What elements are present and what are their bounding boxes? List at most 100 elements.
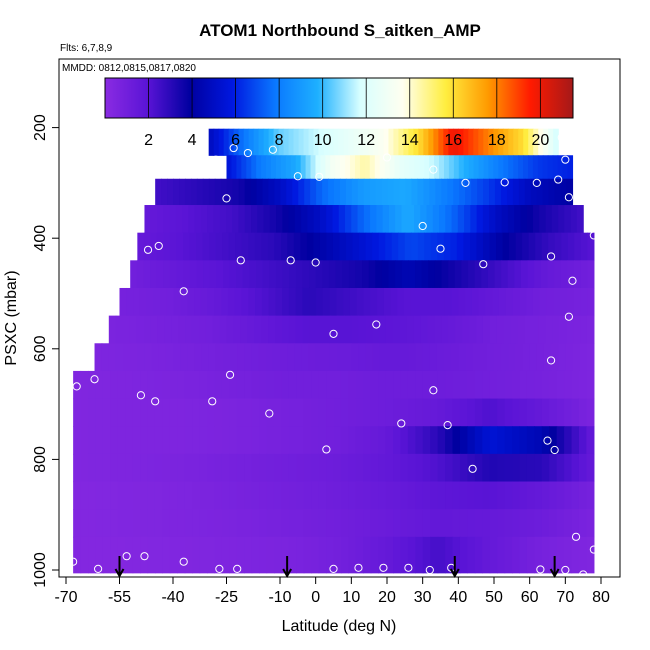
heatmap-cell <box>467 398 476 427</box>
heatmap-cell <box>147 426 156 455</box>
sample-point <box>293 172 302 181</box>
heatmap-cell <box>275 155 282 180</box>
heatmap-cell <box>117 398 126 427</box>
heatmap-cell <box>404 232 412 261</box>
heatmap-cell <box>357 205 365 234</box>
heatmap-cell <box>125 426 134 455</box>
heatmap-cell <box>493 155 499 180</box>
sample-point <box>500 178 509 187</box>
heatmap-cell <box>230 343 238 372</box>
heatmap-cell <box>507 260 515 289</box>
heatmap-cell <box>154 426 164 455</box>
heatmap-cell <box>437 509 446 538</box>
heatmap-cell <box>153 287 161 317</box>
heatmap-cell <box>203 260 211 289</box>
heatmap-cell <box>504 370 513 400</box>
heatmap-cell <box>578 370 588 400</box>
heatmap-cell <box>346 232 354 261</box>
heatmap-cell <box>408 260 416 289</box>
heatmap-cell <box>320 155 326 180</box>
heatmap-cell <box>415 426 424 455</box>
heatmap-cell <box>448 128 454 156</box>
heatmap-cell <box>420 315 429 344</box>
heatmap-cell <box>192 453 201 483</box>
heatmap-cell <box>473 128 479 156</box>
heatmap-cell <box>534 481 543 510</box>
heatmap-cell <box>458 287 466 317</box>
heatmap-cell <box>394 155 401 180</box>
heatmap-cell <box>273 453 283 483</box>
heatmap-cell <box>526 205 534 234</box>
heatmap-cell <box>329 343 338 372</box>
heatmap-cell <box>73 453 82 483</box>
heatmap-cell <box>296 481 305 510</box>
heatmap-cell <box>498 128 504 156</box>
heatmap-cell <box>80 481 89 510</box>
heatmap-cell <box>385 232 393 261</box>
heatmap-cell <box>489 453 498 483</box>
heatmap-cell <box>573 260 582 289</box>
heatmap-cell <box>370 205 377 234</box>
heatmap-cell <box>422 343 431 372</box>
heatmap-cell <box>326 370 335 400</box>
heatmap-cell <box>352 232 360 261</box>
heatmap-cell <box>379 155 386 180</box>
heatmap-cell <box>519 536 528 574</box>
heatmap-cell <box>249 260 257 289</box>
heatmap-cell <box>489 315 498 344</box>
heatmap-cell <box>343 128 350 156</box>
heatmap-cell <box>400 398 409 427</box>
heatmap-cell <box>232 178 240 206</box>
heatmap-cell <box>348 370 357 400</box>
sample-point <box>90 375 99 384</box>
heatmap-cell <box>266 536 275 574</box>
heatmap-cell <box>404 155 410 180</box>
heatmap-cell <box>496 315 505 344</box>
heatmap-cell <box>296 426 305 455</box>
heatmap-cell <box>319 232 328 261</box>
heatmap-cell <box>415 481 424 510</box>
heatmap-cell <box>526 398 535 427</box>
heatmap-cell <box>363 370 372 400</box>
heatmap-cell <box>276 205 283 234</box>
heatmap-cell <box>207 426 216 455</box>
heatmap-cell <box>326 509 335 538</box>
heatmap-cell <box>180 287 188 317</box>
heatmap-cell <box>383 287 392 317</box>
heatmap-cell <box>385 509 394 538</box>
heatmap-cell <box>351 205 359 234</box>
heatmap-cell <box>482 536 491 574</box>
heatmap-cell <box>526 426 535 455</box>
heatmap-cell <box>427 315 436 344</box>
heatmap-cell <box>536 343 545 372</box>
heatmap-cell <box>110 481 119 510</box>
heatmap-cell <box>110 509 119 538</box>
heatmap-cell <box>248 232 256 261</box>
heatmap-cell <box>280 178 287 206</box>
heatmap-cell <box>531 315 540 344</box>
heatmap-cell <box>244 398 253 427</box>
heatmap-cell <box>281 453 290 483</box>
heatmap-cell <box>400 453 409 483</box>
heatmap-cell <box>436 343 445 372</box>
heatmap-cell <box>288 128 295 156</box>
heatmap-cell <box>453 178 460 206</box>
heatmap-cell <box>158 343 167 372</box>
sample-point <box>243 148 252 158</box>
heatmap-cell <box>521 260 529 289</box>
heatmap-cell <box>221 536 230 574</box>
heatmap-cell <box>338 128 345 156</box>
heatmap-cell <box>349 287 358 317</box>
heatmap-cell <box>282 260 290 289</box>
heatmap-cell <box>80 426 89 455</box>
heatmap-cell <box>465 178 472 206</box>
heatmap-cell <box>465 343 474 372</box>
heatmap-cell <box>586 453 595 483</box>
heatmap-cell <box>207 370 216 400</box>
heatmap-cell <box>177 536 186 574</box>
heatmap-cell <box>467 453 476 483</box>
heatmap-cell <box>437 481 446 510</box>
heatmap-cell <box>282 315 290 344</box>
heatmap-cell <box>504 426 513 455</box>
